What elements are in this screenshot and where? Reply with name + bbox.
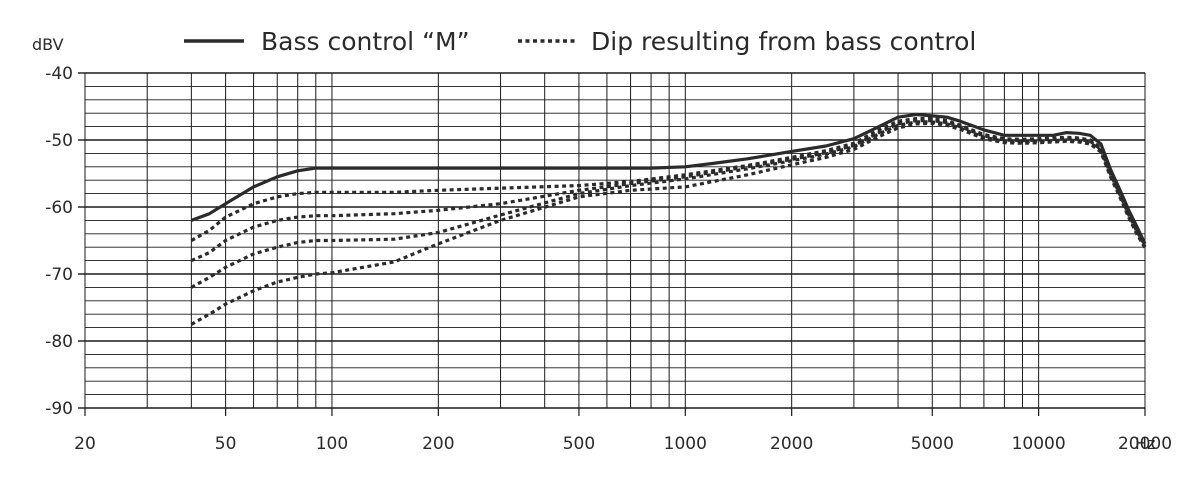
series-layer <box>190 112 1147 326</box>
x-tick-label: 200 <box>422 434 454 454</box>
y-tick-label: -40 <box>45 64 73 84</box>
x-tick-label: 100 <box>316 434 348 454</box>
grid-layer <box>84 72 1146 409</box>
legend-label-dip: Dip resulting from bass control <box>591 27 976 56</box>
series-line-dip-1 <box>190 116 1147 245</box>
x-tick-label: 20 <box>74 434 96 454</box>
legend: Bass control “M” Dip resulting from bass… <box>184 27 976 56</box>
series-line-dip-3 <box>190 120 1147 289</box>
x-axis-unit-label: Hz <box>1135 434 1155 453</box>
legend-label-bass-control: Bass control “M” <box>261 27 470 56</box>
y-tick-label: -60 <box>45 198 73 218</box>
series-line-dip-2 <box>190 118 1147 263</box>
y-tick-label: -70 <box>45 265 73 285</box>
y-tick-label: -80 <box>45 332 73 352</box>
y-axis-unit-label: dBV <box>32 35 64 54</box>
x-tick-label: 2000 <box>770 434 813 454</box>
y-tick-label: -50 <box>45 131 73 151</box>
y-tick-label: -90 <box>45 399 73 419</box>
x-tick-label: 1000 <box>664 434 707 454</box>
series-line-dip-4 <box>190 121 1147 326</box>
x-tick-label: 50 <box>215 434 237 454</box>
x-tick-label: 10000 <box>1012 434 1066 454</box>
x-tick-label: 20000 <box>1118 434 1172 454</box>
series-line-bass-control <box>190 112 1147 245</box>
x-tick-label: 5000 <box>911 434 954 454</box>
x-tick-label: 500 <box>563 434 595 454</box>
